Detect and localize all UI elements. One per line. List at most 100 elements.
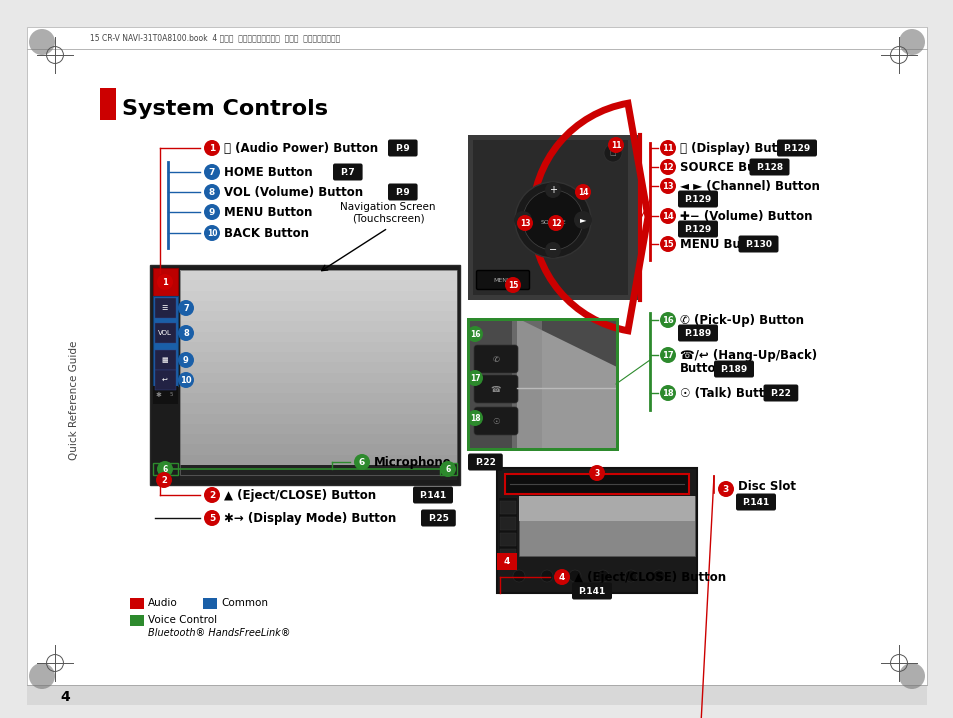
Bar: [468, 135, 638, 300]
Bar: [518, 496, 695, 556]
Bar: [512, 318, 541, 451]
Bar: [154, 350, 175, 370]
Bar: [180, 373, 456, 383]
Bar: [180, 280, 456, 292]
FancyBboxPatch shape: [476, 271, 529, 289]
Bar: [180, 424, 456, 435]
Circle shape: [659, 208, 676, 224]
Text: 14: 14: [661, 212, 673, 221]
Text: Audio: Audio: [148, 599, 177, 608]
Bar: [180, 332, 456, 342]
Text: 11: 11: [610, 141, 620, 150]
FancyBboxPatch shape: [333, 164, 362, 180]
Circle shape: [204, 204, 220, 220]
FancyBboxPatch shape: [474, 345, 517, 373]
Circle shape: [467, 326, 482, 342]
Text: MENU Button: MENU Button: [224, 206, 312, 219]
Circle shape: [504, 277, 520, 293]
Text: P.22: P.22: [475, 458, 496, 467]
Bar: [180, 393, 456, 404]
Text: 4: 4: [558, 573, 564, 582]
Text: ✚− (Volume) Button: ✚− (Volume) Button: [679, 210, 812, 223]
Circle shape: [354, 454, 370, 470]
Circle shape: [659, 347, 676, 363]
Text: P.130: P.130: [744, 240, 771, 249]
FancyBboxPatch shape: [468, 454, 502, 470]
Text: System Controls: System Controls: [122, 99, 328, 119]
Bar: [180, 270, 456, 281]
Text: 3: 3: [594, 469, 599, 478]
Circle shape: [178, 300, 193, 316]
Text: ✆ (Pick-Up) Button: ✆ (Pick-Up) Button: [679, 314, 803, 327]
Circle shape: [29, 663, 55, 689]
Text: Voice Control: Voice Control: [148, 615, 217, 625]
Text: 5: 5: [169, 393, 172, 398]
Circle shape: [467, 410, 482, 426]
Circle shape: [659, 140, 676, 156]
Text: −: −: [548, 245, 557, 255]
FancyBboxPatch shape: [413, 487, 453, 503]
Circle shape: [178, 352, 193, 368]
Bar: [154, 323, 175, 343]
Bar: [27, 685, 926, 705]
Circle shape: [544, 182, 560, 198]
Text: □: □: [609, 150, 616, 156]
Circle shape: [603, 144, 621, 162]
Circle shape: [157, 274, 172, 290]
Text: 16: 16: [469, 330, 479, 339]
FancyBboxPatch shape: [388, 184, 417, 200]
FancyBboxPatch shape: [420, 510, 456, 526]
Text: P.141: P.141: [741, 498, 769, 507]
Bar: [130, 598, 144, 609]
Bar: [180, 321, 456, 332]
Text: ☰: ☰: [162, 305, 168, 311]
FancyBboxPatch shape: [572, 582, 612, 600]
Bar: [504, 474, 688, 494]
Text: 18: 18: [661, 389, 673, 398]
Text: +: +: [548, 185, 557, 195]
Circle shape: [29, 29, 55, 55]
Text: P.7: P.7: [340, 168, 355, 177]
Bar: [498, 498, 517, 563]
Circle shape: [515, 182, 590, 258]
FancyBboxPatch shape: [762, 385, 798, 401]
Circle shape: [204, 184, 220, 200]
Text: ◄: ◄: [519, 215, 526, 225]
Bar: [180, 301, 456, 312]
Text: Bluetooth® HandsFreeLink®: Bluetooth® HandsFreeLink®: [148, 628, 291, 638]
Text: 3: 3: [722, 485, 728, 494]
Text: P.128: P.128: [755, 163, 782, 172]
Circle shape: [554, 569, 569, 585]
Bar: [467, 318, 470, 451]
Bar: [518, 496, 695, 521]
Text: P.141: P.141: [578, 587, 605, 596]
Text: 9: 9: [209, 208, 215, 217]
Text: P.189: P.189: [720, 365, 747, 374]
Text: 18: 18: [469, 414, 479, 423]
Bar: [152, 296, 178, 386]
Text: Common: Common: [221, 599, 268, 608]
FancyBboxPatch shape: [735, 493, 775, 510]
Text: P.9: P.9: [395, 144, 410, 153]
Bar: [180, 352, 456, 363]
Bar: [180, 311, 456, 322]
Text: P.129: P.129: [683, 195, 711, 204]
Circle shape: [659, 159, 676, 175]
Bar: [467, 318, 618, 451]
Bar: [203, 598, 216, 609]
Text: ⓓ (Display) Button: ⓓ (Display) Button: [679, 142, 799, 155]
Text: MENU: MENU: [494, 277, 512, 282]
Bar: [150, 265, 459, 485]
Circle shape: [544, 242, 560, 258]
Text: Quick Reference Guide: Quick Reference Guide: [69, 340, 79, 460]
Text: HOME Button: HOME Button: [224, 166, 313, 179]
Bar: [154, 370, 175, 390]
Bar: [152, 463, 178, 475]
Text: 14: 14: [578, 188, 588, 197]
Text: Microphone: Microphone: [374, 456, 452, 469]
Bar: [499, 517, 516, 530]
Circle shape: [659, 312, 676, 328]
Text: 17: 17: [469, 374, 479, 383]
Bar: [180, 383, 456, 394]
FancyBboxPatch shape: [388, 139, 417, 157]
